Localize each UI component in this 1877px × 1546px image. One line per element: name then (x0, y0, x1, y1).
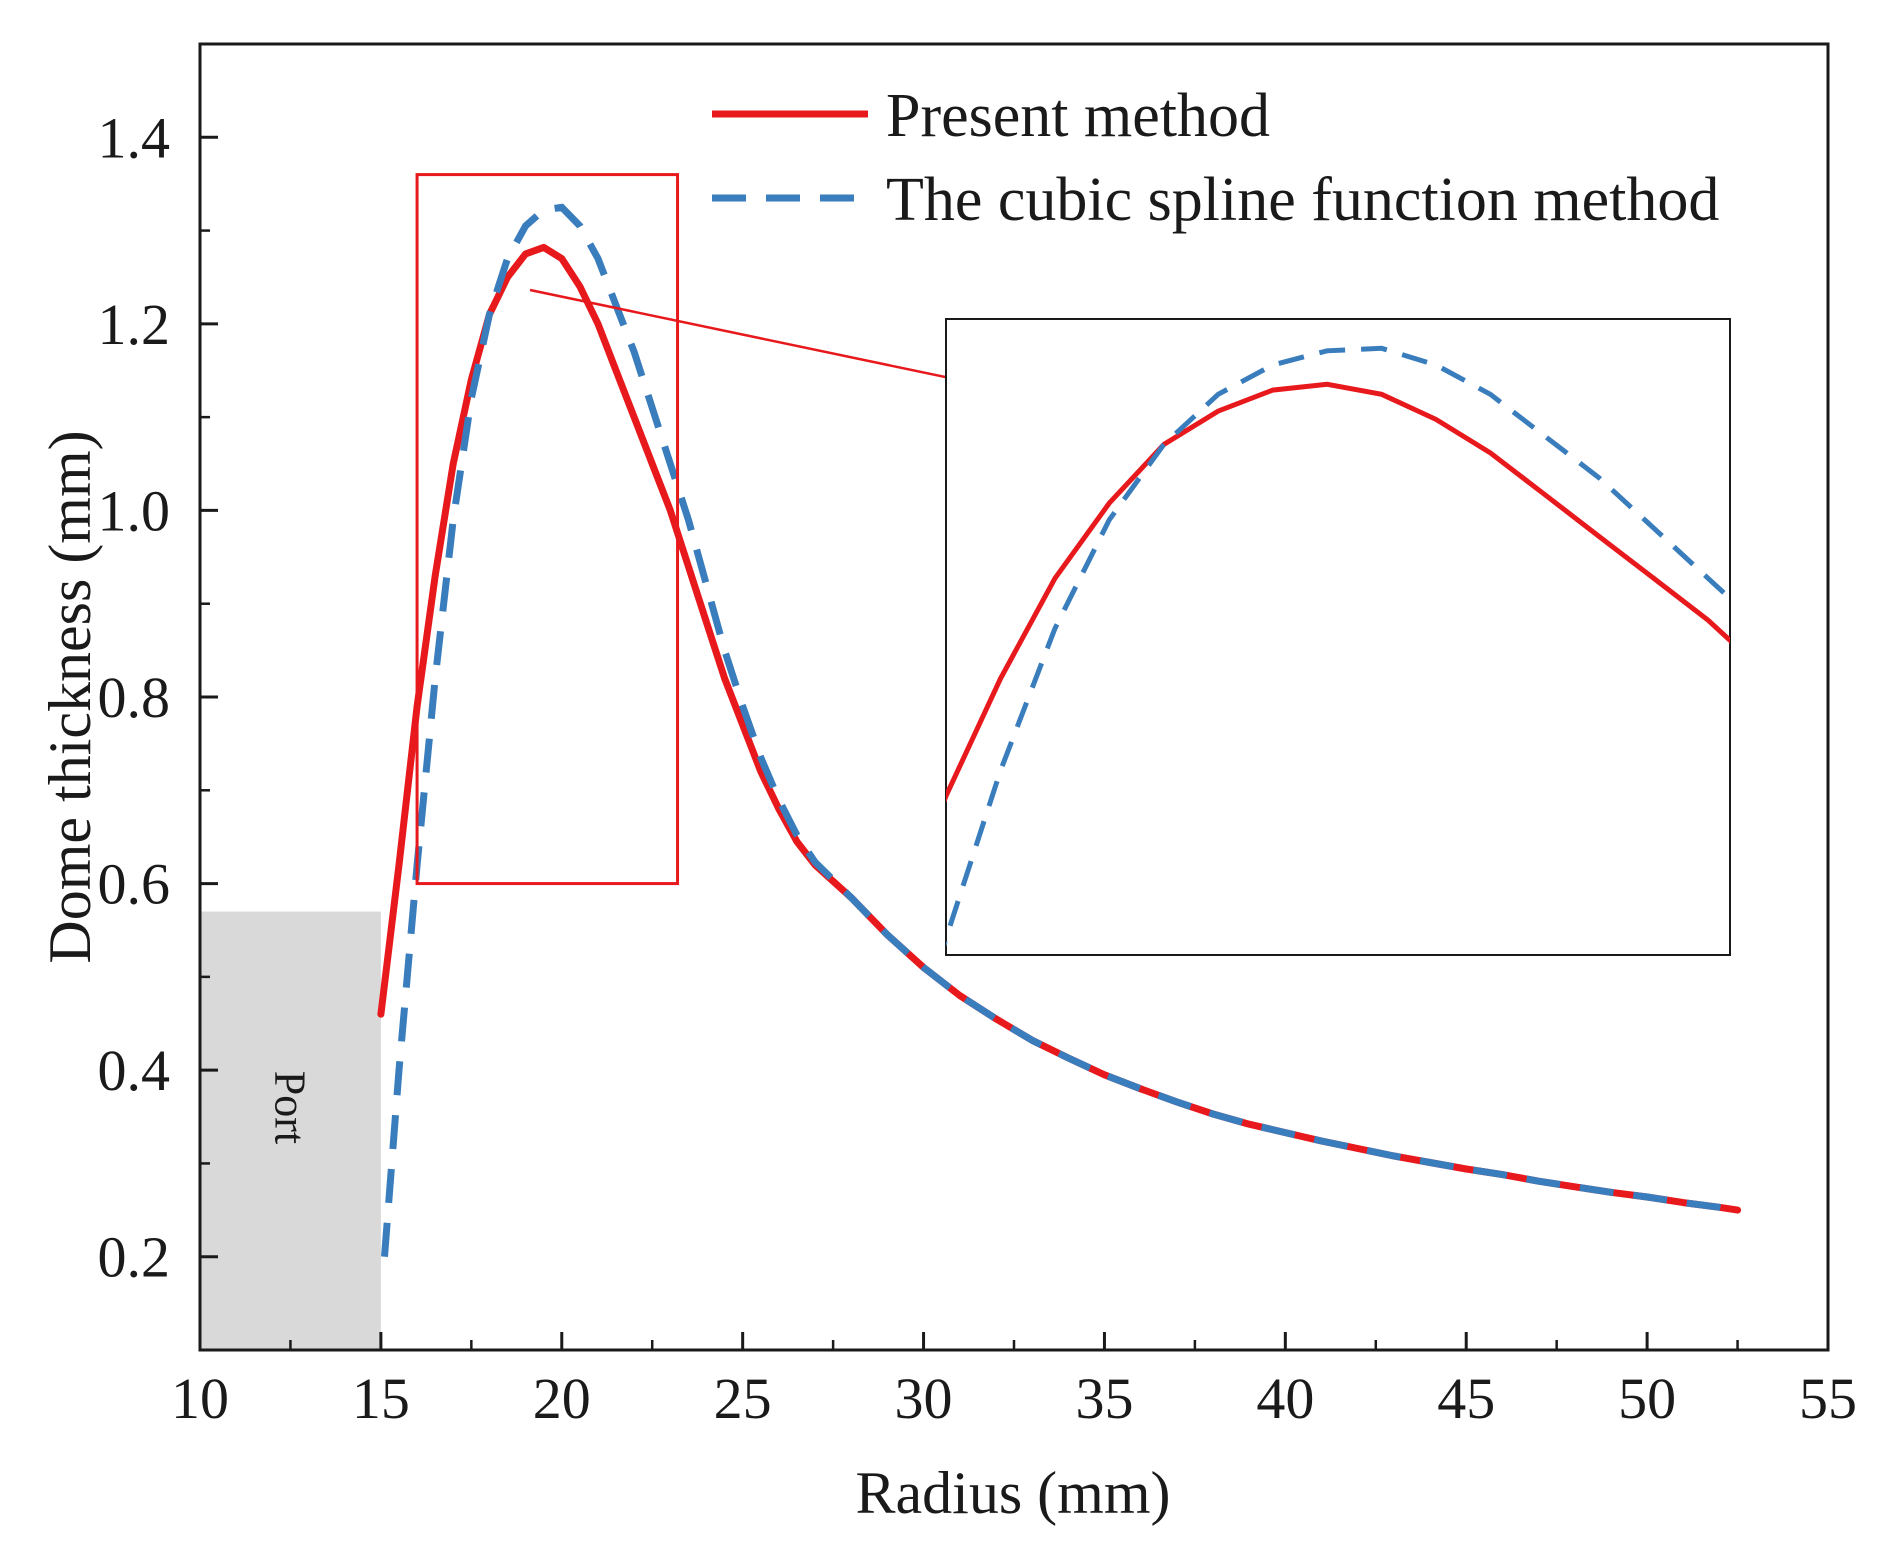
x-tick-label: 45 (1437, 1366, 1495, 1431)
series-cubic-spline-line (381, 203, 1739, 1257)
y-axis-title: Dome thickness (mm) (37, 430, 103, 963)
x-axis-ticks: 10 15 20 25 30 35 40 45 50 55 (171, 1332, 1857, 1431)
y-axis-ticks: 0.2 0.4 0.6 0.8 1.0 1.2 1.4 (98, 42, 218, 1352)
y-tick-label: 0.4 (98, 1038, 171, 1103)
x-tick-label: 15 (352, 1366, 410, 1431)
port-region (200, 911, 381, 1350)
inset-frame (945, 318, 1731, 956)
x-tick-label: 25 (714, 1366, 772, 1431)
inset-present-method-line (946, 381, 1730, 804)
y-tick-label: 0.2 (98, 1225, 171, 1290)
legend-label-present-method: Present method (886, 82, 1270, 150)
y-tick-label: 1.4 (98, 105, 171, 170)
y-tick-label: 0.6 (98, 852, 171, 917)
x-tick-label: 50 (1618, 1366, 1676, 1431)
port-label: Port (265, 1071, 314, 1144)
y-tick-label: 0.8 (98, 665, 171, 730)
zoom-region-box (415, 173, 680, 886)
x-tick-label: 10 (171, 1366, 229, 1431)
y-tick-label: 1.0 (98, 478, 171, 543)
y-tick-label: 1.2 (98, 292, 171, 357)
legend-label-cubic-spline: The cubic spline function method (886, 166, 1719, 234)
x-tick-label: 20 (533, 1366, 591, 1431)
x-tick-label: 30 (895, 1366, 953, 1431)
inset-cubic-spline-line (946, 345, 1730, 948)
x-tick-label: 35 (1075, 1366, 1133, 1431)
x-tick-label: 40 (1256, 1366, 1314, 1431)
x-tick-label: 55 (1799, 1366, 1857, 1431)
x-axis-title: Radius (mm) (856, 1460, 1171, 1526)
